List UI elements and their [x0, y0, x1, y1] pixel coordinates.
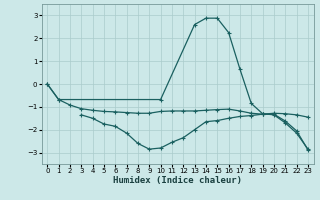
X-axis label: Humidex (Indice chaleur): Humidex (Indice chaleur) — [113, 176, 242, 185]
